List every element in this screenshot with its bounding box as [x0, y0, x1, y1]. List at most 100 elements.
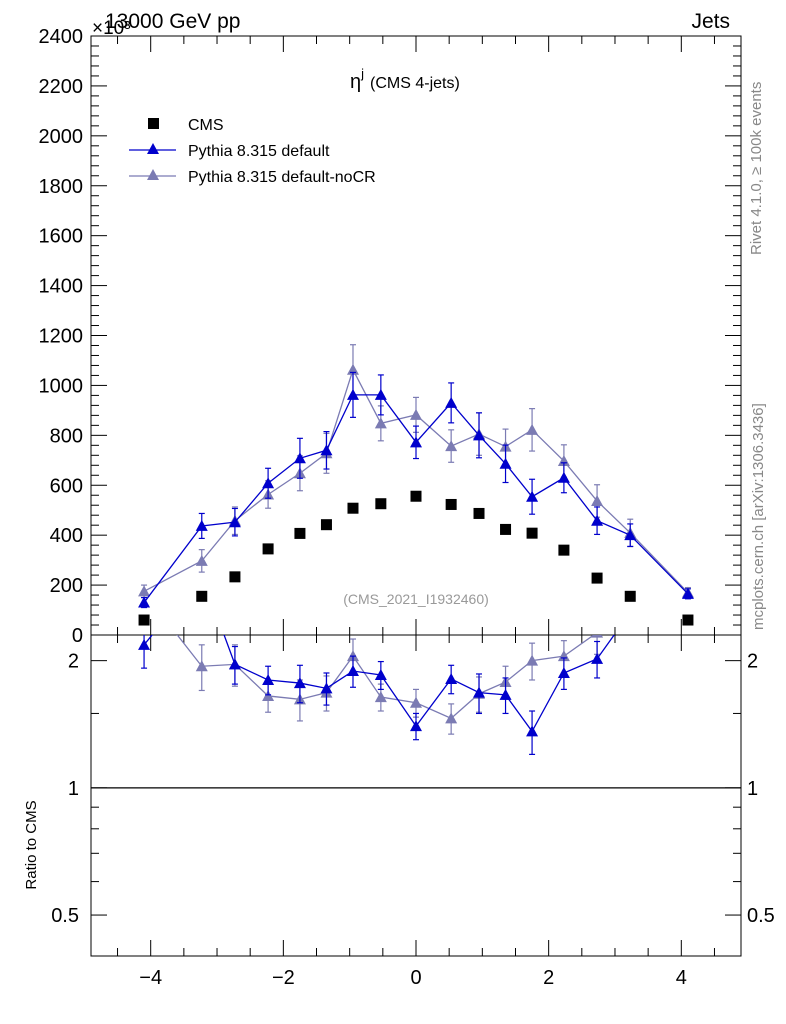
ratio-default-point [526, 725, 539, 737]
series-default-point [591, 514, 604, 526]
y-tick-label: 1600 [39, 226, 84, 248]
cms-data-point [294, 527, 306, 539]
series-nocr-point [374, 417, 387, 429]
series-default-point [410, 436, 422, 448]
ratio-default-point [410, 720, 422, 732]
axes: 0200400600800100012001400160018002000220… [39, 26, 775, 989]
y-tick-label: 800 [50, 425, 83, 447]
ratio-default-point [445, 672, 458, 684]
cms-data-point [138, 614, 150, 626]
series-default-point [473, 429, 486, 441]
ratio-tick-label-left: 0.5 [51, 905, 79, 927]
ratio-nocr-point [195, 660, 208, 672]
series-default-point [293, 452, 306, 464]
series-nocr-point [410, 408, 422, 420]
y-tick-label: 2000 [39, 126, 84, 148]
x-tick-label: 4 [676, 967, 687, 989]
ratio-tick-label-left: 1 [68, 778, 79, 800]
legend-nocr-marker [147, 169, 159, 180]
cms-data-point [196, 590, 208, 602]
series-default-point [557, 471, 570, 483]
x-tick-label: −4 [139, 967, 162, 989]
x-tick-label: −2 [272, 967, 295, 989]
ratio-default-point [320, 682, 333, 694]
title-eta: η [350, 71, 361, 93]
cms-data-point [473, 507, 485, 519]
cms-data-point [262, 543, 274, 555]
x-tick-label: 2 [543, 967, 554, 989]
y-tick-label: 1200 [39, 326, 84, 348]
ratio-axis-label: Ratio to CMS [23, 800, 40, 889]
ratio-plot-area [138, 607, 636, 755]
ratio-default-point [228, 658, 241, 670]
cms-data-point [591, 572, 603, 584]
series-default-point [624, 529, 637, 541]
ratio-default-point [262, 673, 275, 685]
series-nocr-point [195, 554, 208, 566]
title-suffix: (CMS 4-jets) [370, 75, 460, 92]
y-tick-label: 2200 [39, 76, 84, 98]
analysis-watermark: (CMS_2021_I1932460) [343, 591, 489, 607]
main-plot-area [138, 344, 694, 609]
legend: CMS Pythia 8.315 default Pythia 8.315 de… [129, 117, 376, 186]
y-tick-label: 2400 [39, 26, 84, 48]
ratio-default-point [346, 665, 359, 677]
ratio-default-point [624, 607, 636, 618]
series-nocr-point [138, 585, 151, 597]
ratio-nocr-point [591, 635, 604, 638]
ratio-nocr-point [262, 689, 275, 701]
ratio-default-point [591, 652, 604, 664]
cms-data-point [624, 590, 636, 602]
series-default-point [195, 519, 208, 531]
series-default-point [374, 388, 387, 400]
legend-cms-marker [148, 118, 159, 129]
series-default-point [499, 457, 512, 469]
legend-nocr-label: Pythia 8.315 default-noCR [188, 169, 376, 186]
ratio-nocr-point [526, 654, 539, 666]
cms-data-point [445, 498, 457, 510]
ratio-tick-label-right: 0.5 [747, 905, 775, 927]
ratio-default-point [557, 666, 570, 678]
process-label: Jets [691, 10, 730, 33]
legend-default-marker [147, 143, 159, 154]
y-tick-label: 1400 [39, 276, 84, 298]
ratio-plot-frame [90, 634, 742, 957]
y-tick-label: 1000 [39, 375, 84, 397]
ratio-default-point [374, 668, 387, 680]
cms-data-point [558, 544, 570, 556]
y-tick-label: 600 [50, 475, 83, 497]
series-default-point [346, 388, 359, 400]
ratio-default-point [138, 638, 151, 650]
ratio-nocr-point [374, 691, 387, 703]
series-default-point [526, 490, 539, 502]
ratio-tick-label-right: 1 [747, 778, 758, 800]
ratio-default-point [473, 686, 486, 698]
ratio-nocr-point [410, 696, 422, 708]
marks [138, 344, 694, 755]
cms-data-point [229, 571, 241, 583]
rivet-label: Rivet 4.1.0, ≥ 100k events [748, 82, 765, 255]
cms-data-point [410, 490, 422, 502]
series-default-point [681, 587, 694, 599]
cms-data-point [347, 502, 359, 514]
series-default-point [320, 444, 333, 456]
y-tick-label: 200 [50, 575, 83, 597]
legend-cms-label: CMS [188, 117, 224, 134]
title-sup: j [360, 66, 364, 81]
series-nocr-point [526, 423, 539, 435]
energy-label: 13000 GeV pp [105, 10, 240, 33]
mcplots-label: mcplots.cern.ch [arXiv:1306.3436] [750, 403, 767, 630]
series-nocr-point [591, 494, 604, 506]
series-default-point [445, 396, 458, 408]
plot-title: ηj (CMS 4-jets) [350, 66, 460, 93]
series-nocr-point [445, 440, 458, 452]
legend-default-label: Pythia 8.315 default [188, 143, 330, 160]
cms-data-point [500, 523, 512, 535]
series-default-point [138, 596, 151, 608]
cms-data-point [375, 498, 387, 510]
series-default-point [262, 477, 275, 489]
ratio-default-point [293, 677, 306, 689]
ratio-nocr-point [445, 712, 458, 724]
exponent-label: ×10³ [92, 18, 131, 39]
